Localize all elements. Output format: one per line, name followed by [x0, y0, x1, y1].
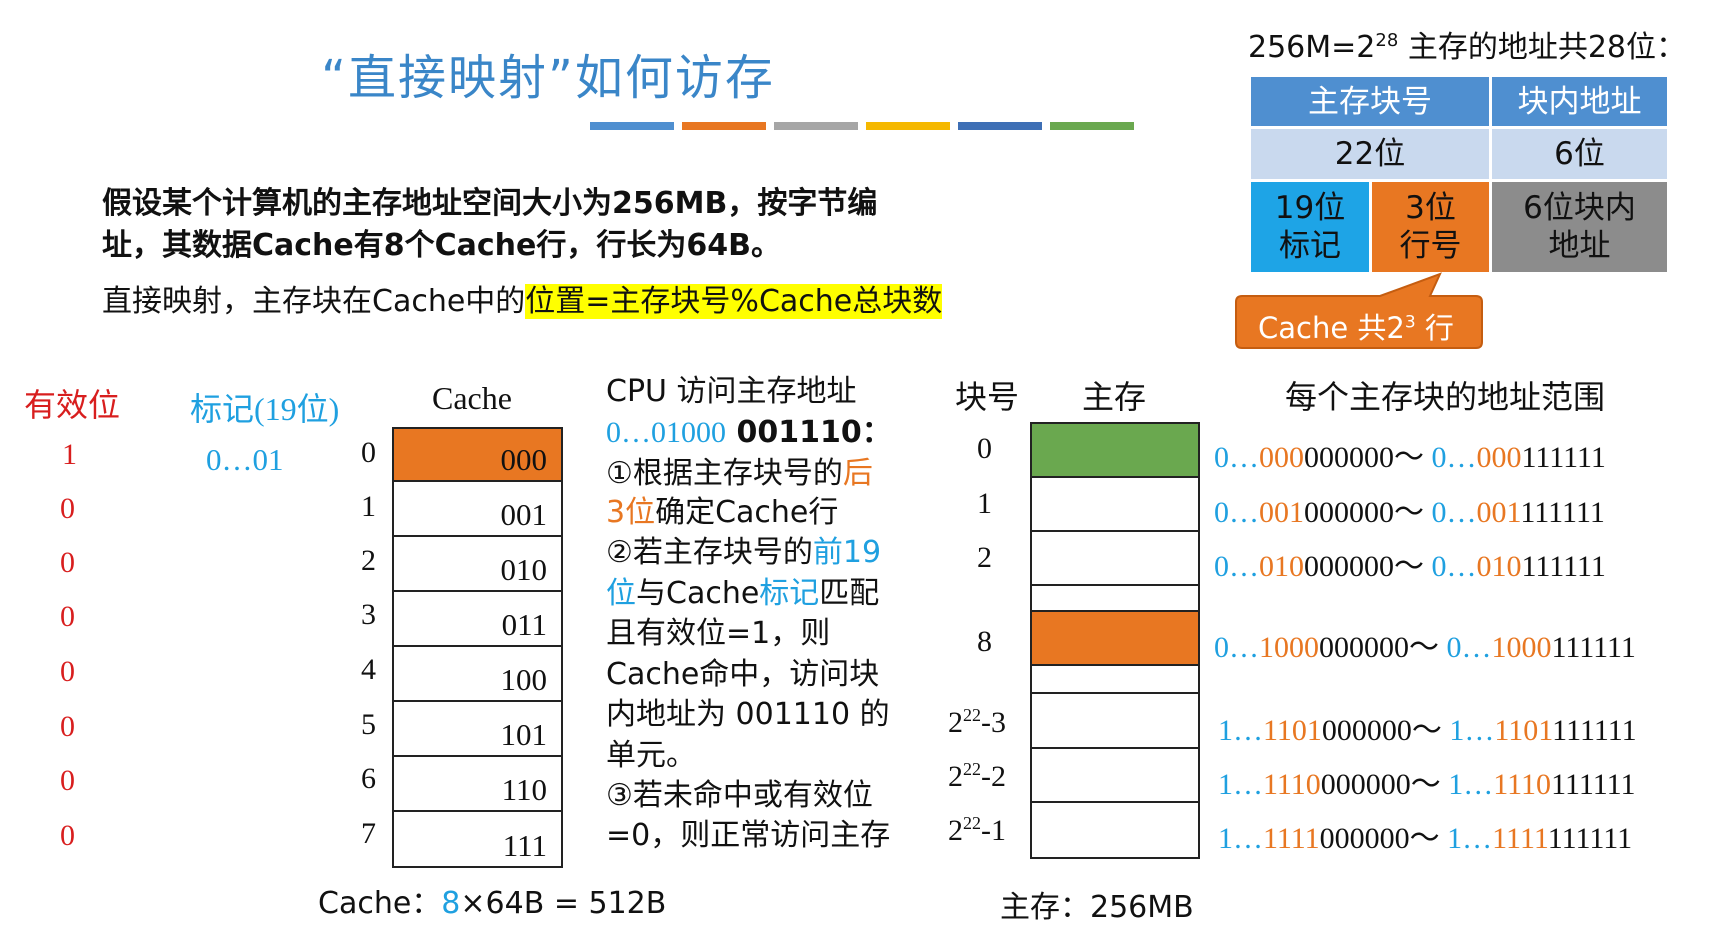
block-number-header: 块号: [955, 378, 1020, 416]
address-range-row: 1…1101000000～ 1…1101111111: [1218, 714, 1637, 747]
step-3-line-2: =0，则正常访问主存: [606, 818, 891, 853]
memory-gap: [1030, 586, 1200, 612]
valid-bit: 0: [60, 764, 75, 797]
title-bar-6: [1050, 122, 1134, 130]
valid-bit: 0: [60, 600, 75, 633]
address-range-header: 每个主存块的地址范围: [1285, 378, 1606, 416]
valid-bit-header: 有效位: [24, 386, 121, 424]
title-bar-4: [866, 122, 950, 130]
cache-line-0: 000: [392, 427, 563, 482]
address-range-row: 1…1110000000～ 1…1110111111: [1218, 768, 1636, 801]
valid-bit: 0: [60, 546, 75, 579]
mapping-rule-label: 直接映射，主存块在Cache中的: [102, 284, 526, 319]
cache-size-footer: Cache：8×64B = 512B: [318, 886, 667, 921]
step-3-line-1: ③若未命中或有效位: [606, 778, 873, 813]
cache-line-1: 001: [392, 482, 563, 537]
intro-line-2: 址，其数据Cache有8个Cache行，行长为64B。: [102, 228, 781, 263]
valid-bit: 1: [62, 438, 77, 471]
intro-line-3: 直接映射，主存块在Cache中的位置=主存块号%Cache总块数: [102, 276, 943, 320]
step-1-line-2: 3位确定Cache行: [606, 495, 839, 530]
step-2-line-6: 单元。: [606, 738, 696, 773]
step-1-line-1: ①根据主存块号的后: [606, 456, 873, 491]
valid-bit: 0: [60, 492, 75, 525]
memory-block-number: 1: [977, 487, 992, 520]
step-2-line-4: Cache命中，访问块: [606, 657, 880, 692]
tag-value: 0…01: [206, 442, 284, 477]
memory-block-number: 8: [977, 625, 992, 658]
memory-block-number: 222-3: [948, 705, 1006, 739]
mapping-rule-formula: 位置=主存块号%Cache总块数: [525, 284, 943, 319]
memory-block-number: 222-2: [948, 759, 1006, 793]
cache-line-number: 6: [361, 762, 376, 795]
line-number-field: 3位 行号: [1369, 179, 1492, 275]
cache-line-number: 5: [361, 708, 376, 741]
cache-line-number: 0: [361, 436, 376, 469]
cache-line-number: 2: [361, 544, 376, 577]
memory-block-last-3: [1030, 694, 1200, 749]
title-bar-5: [958, 122, 1042, 130]
address-range-row: 1…1111000000～ 1…1111111111: [1218, 822, 1633, 855]
cache-line-number: 4: [361, 653, 376, 686]
cache-line-number: 7: [361, 817, 376, 850]
cache-header: Cache: [432, 380, 512, 416]
intro-line-1: 假设某个计算机的主存地址空间大小为256MB，按字节编: [102, 186, 878, 221]
memory-block-number: 222-1: [948, 813, 1006, 847]
memory-block-2: [1030, 532, 1200, 586]
cpu-access-address: 0…01000 001110：: [606, 415, 892, 450]
address-caption: 256M=228 主存的地址共28位：: [1248, 30, 1686, 65]
cpu-steps-heading: CPU 访问主存地址: [606, 374, 857, 409]
cache-line-7: 111: [392, 812, 563, 868]
memory-block-8: [1030, 612, 1200, 666]
page-title: “直接映射”如何访存: [321, 50, 775, 106]
valid-bit: 0: [60, 710, 75, 743]
step-2-line-3: 且有效位=1，则: [606, 616, 831, 651]
main-memory-header: 主存: [1082, 378, 1147, 416]
valid-bit: 0: [60, 819, 75, 852]
address-range-row: 0…1000000000～ 0…1000111111: [1214, 631, 1636, 664]
address-range-row: 0…000000000～ 0…000111111: [1214, 441, 1606, 474]
tag-header: 标记(19位): [190, 391, 340, 427]
memory-gap: [1030, 666, 1200, 694]
step-2-line-1: ②若主存块号的前19: [606, 535, 882, 570]
main-memory-size-footer: 主存：256MB: [1000, 890, 1194, 925]
cache-lines-callout-text: Cache 共23 行: [1258, 311, 1454, 345]
block-number-header: 主存块号: [1248, 74, 1492, 129]
cache-line-3: 011: [392, 592, 563, 647]
address-range-row: 0…001000000～ 0…001111111: [1214, 496, 1605, 529]
step-2-line-2: 位与Cache标记匹配: [606, 576, 880, 611]
title-bar-3: [774, 122, 858, 130]
address-range-row: 0…010000000～ 0…010111111: [1214, 550, 1606, 583]
cache-line-6: 110: [392, 757, 563, 812]
cache-line-4: 100: [392, 647, 563, 702]
cache-line-number: 1: [361, 490, 376, 523]
block-offset-bits: 6位: [1489, 126, 1670, 182]
block-number-bits: 22位: [1248, 126, 1492, 182]
block-offset-header: 块内地址: [1489, 74, 1670, 129]
title-bar-2: [682, 122, 766, 130]
title-bar-1: [590, 122, 674, 130]
cache-lines-callout: [1235, 272, 1483, 349]
memory-block-last-2: [1030, 749, 1200, 803]
cache-line-2: 010: [392, 537, 563, 592]
cache-line-5: 101: [392, 702, 563, 757]
valid-bit: 0: [60, 655, 75, 688]
cache-line-number: 3: [361, 598, 376, 631]
memory-block-number: 2: [977, 541, 992, 574]
memory-block-number: 0: [977, 432, 992, 465]
memory-block-0: [1030, 422, 1200, 478]
step-2-line-5: 内地址为 001110 的: [606, 697, 890, 732]
memory-block-last-1: [1030, 803, 1200, 859]
tag-field: 19位 标记: [1248, 179, 1372, 275]
offset-field: 6位块内 地址: [1489, 179, 1670, 275]
memory-block-1: [1030, 478, 1200, 532]
